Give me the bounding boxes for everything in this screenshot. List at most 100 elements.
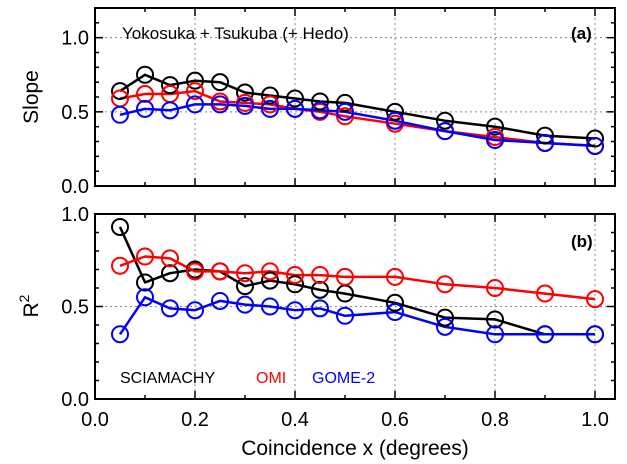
legend: SCIAMACHY OMI GOME-2 — [120, 370, 375, 387]
panel-r2: 0.0 0.5 1.0 0.0 0.2 0.4 0.6 0.8 1.0 (b) R2 Coin… — [16, 204, 616, 460]
y-tick-labels-a: 0.0 0.5 1.0 — [61, 28, 89, 198]
point-gome2-a-0 — [111, 105, 129, 124]
point-omi-b-6 — [261, 262, 279, 281]
point-gome2-b-0 — [111, 325, 129, 344]
point-gome2-a-3 — [186, 95, 204, 114]
point-gome2-a-4 — [211, 95, 229, 114]
point-omi-b-1 — [136, 247, 154, 266]
point-sciamachy-a-0 — [111, 82, 129, 101]
y-axis-title-b-sup: 2 — [16, 294, 32, 302]
point-gome2-b-3 — [186, 301, 204, 320]
series-line-omi-b — [119, 255, 596, 301]
series-points-a — [111, 65, 604, 155]
y-tick-label-b-0: 0.0 — [61, 389, 89, 411]
point-sciamachy-a-1 — [136, 65, 154, 84]
point-sciamachy-b-12 — [486, 310, 504, 329]
point-omi-b-3 — [186, 262, 204, 281]
point-sciamachy-b-1 — [136, 273, 154, 292]
point-sciamachy-b-6 — [261, 271, 279, 290]
point-sciamachy-b-2 — [161, 264, 179, 283]
legend-entry-gome2: GOME-2 — [312, 370, 375, 387]
x-tick-label-4: 0.8 — [481, 409, 509, 431]
point-gome2-a-13 — [536, 133, 554, 152]
y-tick-labels-b: 0.0 0.5 1.0 — [61, 204, 89, 411]
point-sciamachy-b-5 — [236, 277, 254, 296]
point-gome2-b-7 — [286, 301, 304, 320]
point-gome2-b-8 — [311, 299, 329, 318]
panel-label-b: (b) — [571, 232, 593, 251]
point-gome2-b-2 — [161, 299, 179, 318]
point-sciamachy-a-10 — [386, 102, 404, 121]
y-tick-label-a-2: 1.0 — [61, 28, 89, 50]
point-omi-b-7 — [286, 266, 304, 285]
y-tick-label-b-2: 1.0 — [61, 204, 89, 226]
point-gome2-a-9 — [336, 102, 354, 121]
point-sciamachy-b-8 — [311, 280, 329, 299]
point-sciamachy-a-7 — [286, 89, 304, 108]
legend-entry-sciamachy: SCIAMACHY — [120, 370, 215, 387]
point-sciamachy-a-4 — [211, 73, 229, 92]
point-omi-b-0 — [111, 256, 129, 275]
y-tick-label-a-1: 0.5 — [61, 102, 89, 124]
point-gome2-b-13 — [536, 325, 554, 344]
point-sciamachy-b-10 — [386, 293, 404, 312]
point-omi-b-13 — [536, 284, 554, 303]
point-gome2-a-2 — [161, 101, 179, 120]
point-gome2-b-12 — [486, 325, 504, 344]
point-sciamachy-a-14 — [586, 129, 604, 148]
y-tick-label-b-1: 0.5 — [61, 297, 89, 319]
x-tick-label-0: 0.0 — [81, 409, 109, 431]
point-sciamachy-b-7 — [286, 275, 304, 294]
point-gome2-a-10 — [386, 111, 404, 130]
y-axis-title-a: Slope — [20, 70, 43, 124]
y-tick-label-a-0: 0.0 — [61, 176, 89, 198]
point-sciamachy-a-9 — [336, 93, 354, 112]
ticks-b — [94, 213, 615, 400]
x-tick-label-3: 0.6 — [381, 409, 409, 431]
gridlines-a — [95, 8, 615, 186]
point-omi-b-11 — [436, 275, 454, 294]
panel-slope: 0.0 0.5 1.0 Yokosuka + Tsukuba (+ Hedo) (a… — [20, 7, 616, 198]
point-omi-b-10 — [386, 267, 404, 286]
point-sciamachy-a-2 — [161, 76, 179, 95]
point-omi-a-1 — [136, 85, 154, 104]
point-sciamachy-a-3 — [186, 71, 204, 90]
point-gome2-a-5 — [236, 96, 254, 115]
point-omi-b-9 — [336, 267, 354, 286]
point-gome2-a-11 — [436, 122, 454, 141]
point-gome2-b-11 — [436, 317, 454, 336]
point-gome2-a-8 — [311, 101, 329, 120]
point-gome2-a-7 — [286, 99, 304, 118]
point-sciamachy-a-13 — [536, 126, 554, 145]
point-sciamachy-a-6 — [261, 86, 279, 105]
point-sciamachy-a-5 — [236, 83, 254, 102]
point-gome2-b-9 — [336, 306, 354, 325]
point-sciamachy-a-12 — [486, 117, 504, 136]
series-line-omi-a — [119, 89, 596, 148]
point-omi-b-8 — [311, 266, 329, 285]
point-omi-a-6 — [261, 95, 279, 114]
point-gome2-b-5 — [236, 295, 254, 314]
point-omi-b-12 — [486, 279, 504, 297]
point-omi-b-5 — [236, 264, 254, 283]
x-tick-labels: 0.0 0.2 0.4 0.6 0.8 1.0 — [81, 409, 609, 431]
x-axis-title: Coincidence x (degrees) — [241, 437, 469, 460]
point-gome2-a-6 — [261, 99, 279, 118]
point-omi-b-14 — [586, 290, 604, 309]
point-sciamachy-b-0 — [111, 217, 129, 236]
point-sciamachy-b-11 — [436, 308, 454, 327]
x-tick-label-2: 0.4 — [281, 409, 309, 431]
panel-label-a: (a) — [571, 24, 592, 43]
point-gome2-b-4 — [211, 291, 229, 310]
point-sciamachy-a-11 — [436, 111, 454, 130]
point-omi-b-2 — [161, 249, 179, 268]
x-tick-label-1: 0.2 — [181, 409, 209, 431]
legend-entry-omi: OMI — [256, 370, 286, 387]
chart-title: Yokosuka + Tsukuba (+ Hedo) — [122, 24, 349, 43]
y-axis-title-b: R2 — [16, 294, 43, 317]
gridlines-b — [95, 214, 615, 399]
point-omi-b-4 — [211, 262, 229, 281]
point-omi-a-9 — [336, 107, 354, 126]
point-gome2-b-10 — [386, 303, 404, 322]
point-gome2-b-1 — [136, 288, 154, 307]
